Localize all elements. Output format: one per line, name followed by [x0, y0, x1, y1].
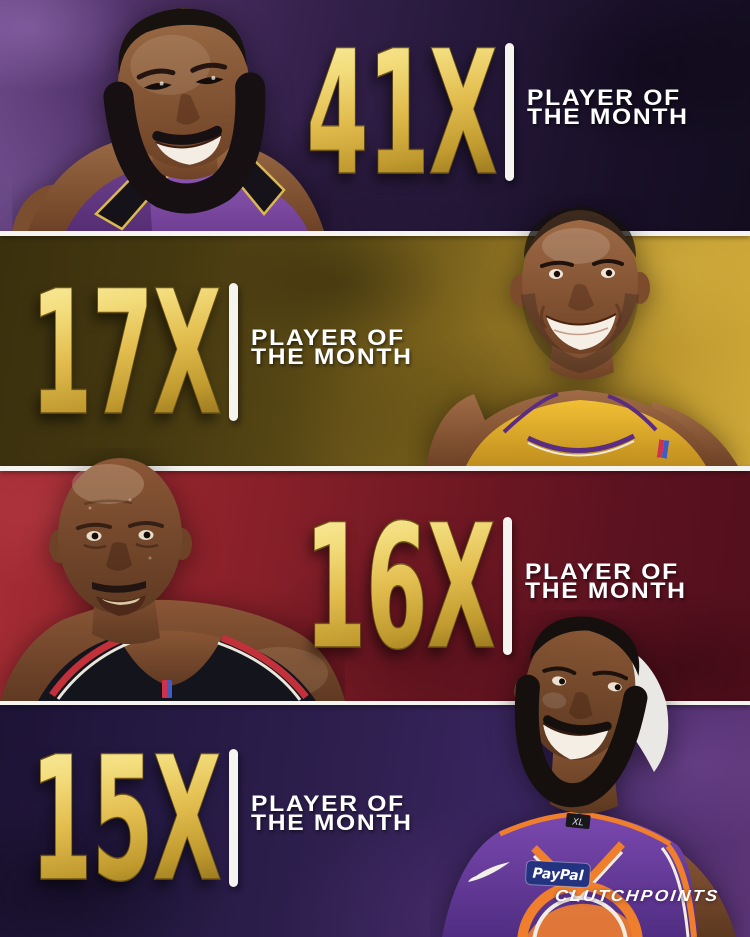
count-text: 41X	[307, 15, 497, 213]
potm-entry-durant: 15X PLAYER OF THE MONTH	[24, 720, 454, 921]
kd-paypal-text: PayPal	[532, 866, 584, 885]
jordan-nose	[106, 542, 132, 571]
nba-logo-patch	[656, 439, 670, 459]
jordan-jersey-trim	[220, 634, 309, 700]
potm-label-line2: THE MONTH	[251, 344, 413, 369]
lebron-beard	[103, 72, 266, 214]
nba-logo-patch	[162, 680, 172, 698]
potm-label-line2: THE MONTH	[525, 578, 687, 603]
potm-label-line2: THE MONTH	[527, 104, 689, 129]
kd-paypal-patch: PayPal	[525, 860, 591, 888]
potm-entry-lebron: 41X PLAYER OF THE MONTH	[300, 14, 730, 215]
player-photo-michael-jordan	[0, 448, 345, 701]
kd-jersey-trim	[581, 811, 672, 847]
lebron-eye	[143, 82, 172, 90]
kobe-head	[510, 206, 650, 374]
section-divider-line	[0, 231, 750, 236]
kobe-hair	[524, 206, 636, 258]
kobe-jersey-trim	[526, 433, 636, 453]
lebron-nose	[176, 94, 201, 125]
clutchpoints-watermark: CLUTCHPOINTS	[554, 888, 721, 905]
potm-label: PLAYER OF THE MONTH	[527, 85, 689, 129]
player-photo-lebron-james	[12, 0, 332, 231]
kobe-jersey	[466, 400, 706, 466]
kd-hair	[529, 616, 640, 677]
lebron-smile	[155, 134, 222, 165]
kobe-nose	[568, 284, 594, 311]
kd-jersey-trim	[665, 844, 697, 937]
potm-label-line1: PLAYER OF	[525, 559, 679, 584]
jordan-bald-shine	[72, 464, 144, 504]
count-text: 15X	[31, 721, 221, 919]
divider-bar	[229, 283, 238, 421]
player-photo-kobe-bryant	[408, 194, 750, 466]
player-photo-kevin-durant: XL PayPal	[430, 610, 750, 937]
potm-entry-kobe: 17X PLAYER OF THE MONTH	[24, 254, 454, 455]
jordan-head	[49, 458, 192, 616]
lebron-eye	[195, 77, 224, 85]
jordan-mustache	[92, 581, 146, 593]
kd-size-tag: XL	[565, 812, 591, 830]
potm-entry-jordan: 16X PLAYER OF THE MONTH	[298, 488, 728, 689]
count-15x: 15X	[29, 720, 222, 921]
lebron-head	[103, 8, 266, 214]
count-17x: 17X	[29, 254, 222, 455]
section-divider-line	[0, 701, 750, 705]
potm-label-line1: PLAYER OF	[527, 85, 681, 110]
potm-label: PLAYER OF THE MONTH	[251, 325, 413, 369]
potm-label: PLAYER OF THE MONTH	[525, 559, 687, 603]
potm-label-line1: PLAYER OF	[251, 791, 405, 816]
kobe-jersey-trim	[502, 392, 559, 434]
kd-mustache	[543, 715, 612, 735]
kobe-jersey-trim	[607, 394, 658, 432]
kd-size-tag-text: XL	[571, 817, 584, 828]
lebron-hair	[118, 8, 247, 75]
jordan-chest	[118, 630, 222, 686]
count-text: 16X	[305, 489, 495, 687]
count-text: 17X	[31, 255, 221, 453]
kobe-stubble	[521, 293, 639, 374]
potm-label-line2: THE MONTH	[251, 810, 413, 835]
section-divider-line	[0, 466, 750, 471]
potm-label-line1: PLAYER OF	[251, 325, 405, 350]
potm-label: PLAYER OF THE MONTH	[251, 791, 413, 835]
nike-swoosh-icon	[468, 862, 510, 882]
kd-beard	[514, 674, 648, 808]
count-16x: 16X	[303, 488, 496, 689]
kd-nose	[568, 692, 593, 719]
divider-bar	[229, 749, 238, 887]
divider-bar	[503, 517, 512, 655]
lebron-mustache	[152, 125, 223, 145]
count-41x: 41X	[305, 14, 498, 215]
divider-bar	[505, 43, 514, 181]
kd-head	[514, 616, 648, 808]
